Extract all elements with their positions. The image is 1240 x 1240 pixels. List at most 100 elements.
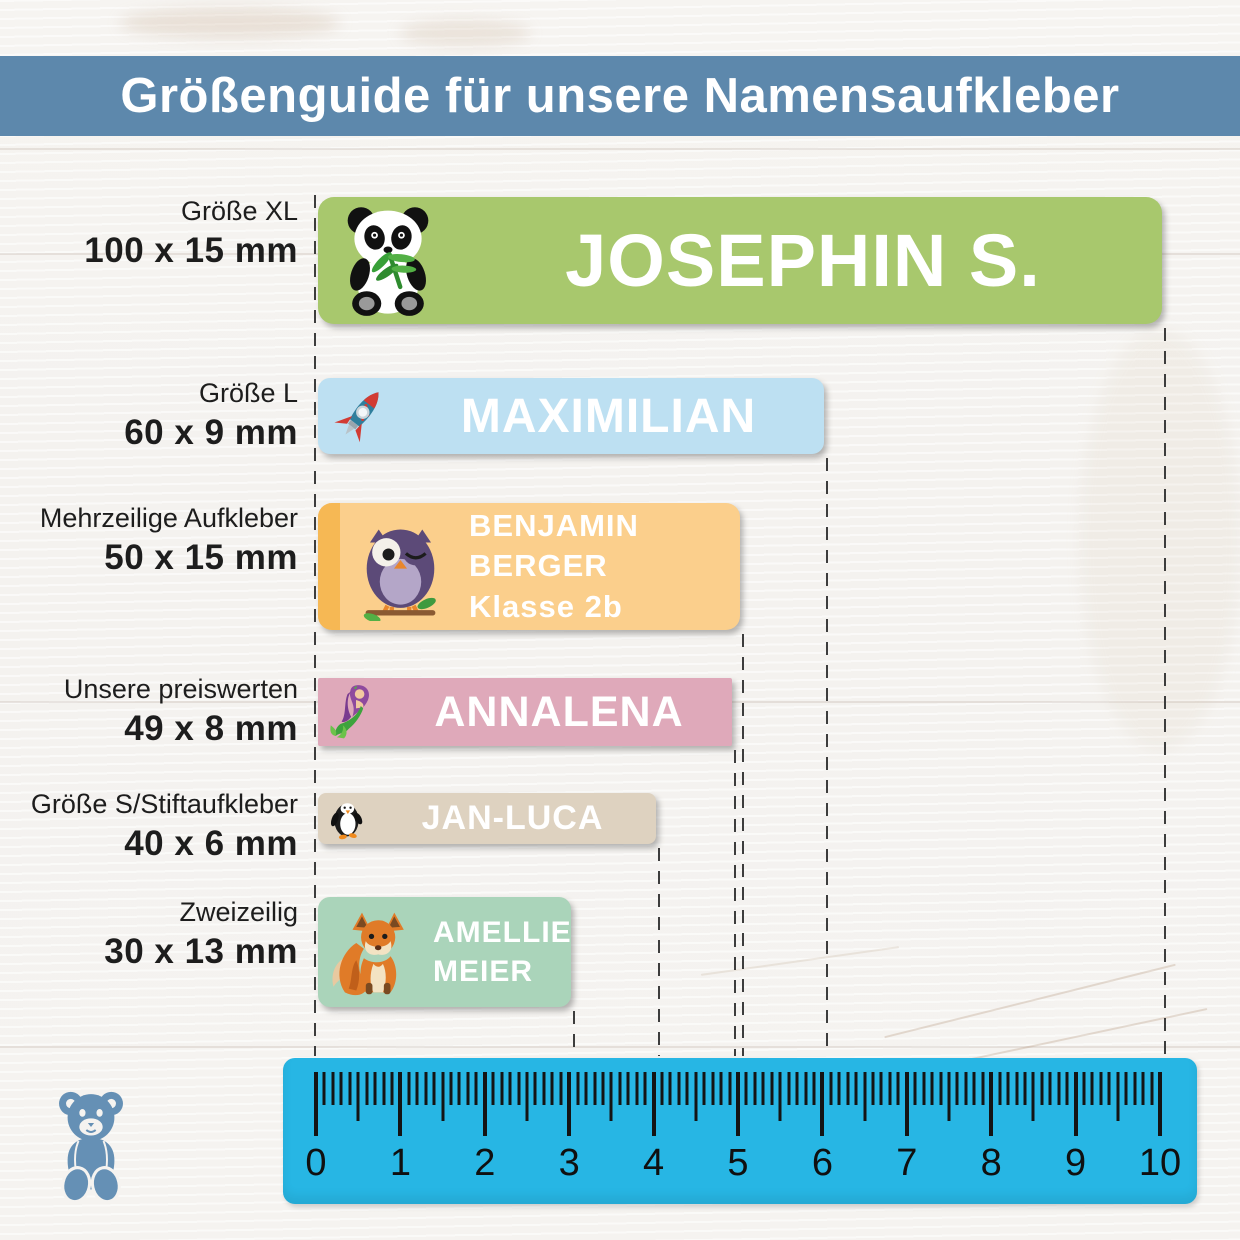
- ruler-cm-tick: [989, 1072, 994, 1136]
- ruler-mm-tick: [441, 1072, 445, 1121]
- ruler-mm-tick: [1116, 1072, 1120, 1121]
- size-label-dimensions: 50 x 15 mm: [104, 538, 298, 578]
- wood-scratch: [700, 946, 900, 976]
- wood-smudge: [120, 8, 340, 38]
- ruler-mm-tick: [609, 1072, 613, 1121]
- ruler-mm-tick: [728, 1072, 732, 1105]
- ruler-mm-tick: [804, 1072, 808, 1105]
- ruler-mm-tick: [500, 1072, 504, 1105]
- wood-scratch: [952, 1007, 1208, 1065]
- sticker-name-line: AMELLIE: [433, 916, 572, 949]
- page-title: Größenguide für unsere Namensaufkleber: [120, 69, 1120, 123]
- ruler-mm-tick: [348, 1072, 352, 1105]
- ruler-mm-tick: [491, 1072, 495, 1105]
- ruler-mm-tick: [449, 1072, 453, 1105]
- ruler-mm-tick: [339, 1072, 343, 1105]
- ruler-mm-tick: [618, 1072, 622, 1105]
- ruler-mm-tick: [711, 1072, 715, 1105]
- ruler-mm-tick: [863, 1072, 867, 1121]
- ruler-mm-tick: [508, 1072, 512, 1105]
- guide-line: [658, 848, 660, 1056]
- ruler-mm-tick: [1057, 1072, 1061, 1105]
- ruler-mm-tick: [1023, 1072, 1027, 1105]
- ruler-cm-tick: [567, 1072, 572, 1136]
- guide-line: [573, 1011, 575, 1056]
- guide-line: [826, 458, 828, 1056]
- wood-smudge: [1080, 330, 1240, 750]
- size-label-name: Größe XL: [180, 196, 298, 226]
- ruler-mm-tick: [1124, 1072, 1128, 1105]
- sticker-xl: JOSEPHIN S.: [318, 197, 1162, 324]
- ruler-mm-tick: [694, 1072, 698, 1121]
- sticker-l: MAXIMILIAN: [318, 378, 824, 454]
- wood-seam: [0, 1046, 1240, 1048]
- panda-icon: [332, 205, 444, 317]
- ruler-number: 7: [896, 1142, 918, 1184]
- ruler-mm-tick: [981, 1072, 985, 1105]
- ruler-mm-tick: [702, 1072, 706, 1105]
- ruler-number: 5: [727, 1142, 749, 1184]
- guide-line-zero: [314, 195, 316, 1056]
- ruler-cm-tick: [398, 1072, 403, 1136]
- size-label-name: Größe S/Stiftaufkleber: [30, 789, 298, 819]
- size-label-s: Größe S/Stiftaufkleber 40 x 6 mm: [0, 786, 298, 866]
- ruler-mm-tick: [719, 1072, 723, 1105]
- teddy-bear-logo: [52, 1086, 130, 1215]
- ruler-mm-tick: [1141, 1072, 1145, 1105]
- ruler-number: 3: [558, 1142, 580, 1184]
- ruler-mm-tick: [432, 1072, 436, 1105]
- ruler-mm-tick: [744, 1072, 748, 1105]
- ruler-number: 6: [811, 1142, 833, 1184]
- ruler-mm-tick: [533, 1072, 537, 1105]
- ruler-mm-tick: [576, 1072, 580, 1105]
- ruler-mm-tick: [466, 1072, 470, 1105]
- ruler-mm-tick: [1031, 1072, 1035, 1121]
- size-label-xl: Größe XL 100 x 15 mm: [0, 193, 298, 273]
- ruler-mm-tick: [1040, 1072, 1044, 1105]
- size-label-name: Zweizeilig: [179, 897, 298, 927]
- wood-scratch: [884, 963, 1176, 1039]
- ruler-mm-tick: [879, 1072, 883, 1105]
- ruler-mm-tick: [913, 1072, 917, 1105]
- size-label-l: Größe L 60 x 9 mm: [0, 375, 298, 455]
- ruler-mm-tick: [1133, 1072, 1137, 1105]
- sticker-name-line: JOSEPHIN S.: [565, 219, 1041, 302]
- guide-line: [742, 634, 744, 1056]
- ruler-mm-tick: [837, 1072, 841, 1105]
- sticker-name-line: Klasse 2b: [469, 588, 623, 624]
- sticker-edge-strip: [318, 503, 340, 630]
- size-label-name: Unsere preiswerten: [63, 674, 298, 704]
- rocket-icon: [326, 383, 393, 450]
- ruler-cm-tick: [314, 1072, 318, 1136]
- sticker-name-line: BENJAMIN: [469, 508, 639, 544]
- ruler-mm-tick: [854, 1072, 858, 1105]
- sticker-name-line: ANNALENA: [434, 687, 684, 736]
- ruler-mm-tick: [1006, 1072, 1010, 1105]
- ruler-mm-tick: [584, 1072, 588, 1105]
- ruler-mm-tick: [660, 1072, 664, 1105]
- ruler-mm-tick: [474, 1072, 478, 1105]
- ruler-mm-tick: [635, 1072, 639, 1105]
- ruler-number: 8: [980, 1142, 1002, 1184]
- ruler-number: 0: [305, 1142, 327, 1184]
- ruler-mm-tick: [601, 1072, 605, 1105]
- ruler-mm-tick: [677, 1072, 681, 1105]
- ruler-mm-tick: [356, 1072, 360, 1121]
- wood-seam: [0, 148, 1240, 150]
- ruler-mm-tick: [424, 1072, 428, 1105]
- sticker-twoline: AMELLIE MEIER: [318, 897, 571, 1007]
- ruler-mm-tick: [922, 1072, 926, 1105]
- ruler-cm-tick: [1073, 1072, 1078, 1136]
- ruler-mm-tick: [829, 1072, 833, 1105]
- ruler-cm-tick: [736, 1072, 740, 1136]
- ruler-mm-tick: [626, 1072, 630, 1105]
- ruler-number: 2: [474, 1142, 496, 1184]
- ruler-number: 9: [1065, 1142, 1087, 1184]
- fox-icon: [324, 905, 419, 1000]
- ruler-mm-tick: [1099, 1072, 1103, 1105]
- sticker-name-line: MEIER: [433, 955, 534, 988]
- mermaid-icon: [326, 682, 386, 742]
- ruler-mm-tick: [331, 1072, 335, 1105]
- size-label-dimensions: 30 x 13 mm: [104, 932, 298, 972]
- size-label-name: Größe L: [198, 378, 298, 408]
